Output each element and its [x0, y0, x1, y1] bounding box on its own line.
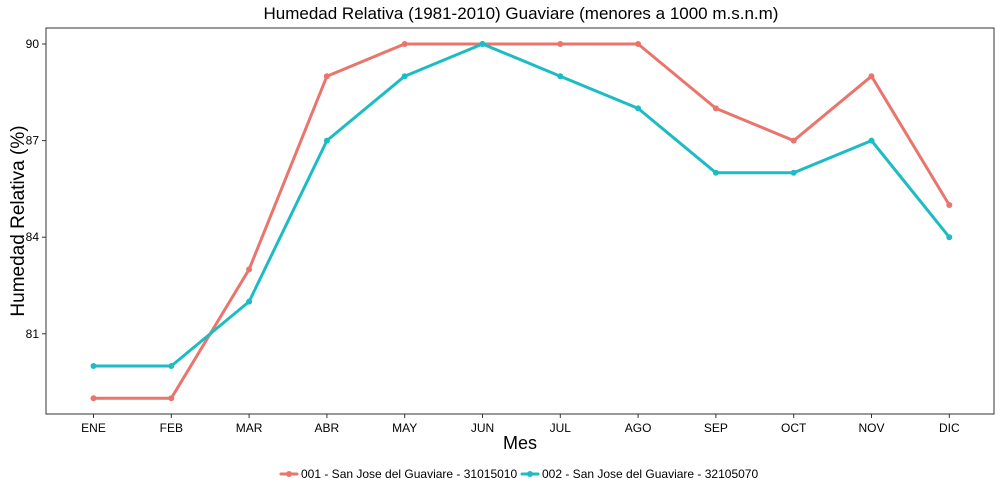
- y-tick-label: 87: [26, 134, 40, 148]
- data-point: [712, 105, 719, 112]
- series-1: [90, 41, 953, 402]
- legend-key-point: [527, 471, 533, 477]
- x-tick-label: AGO: [625, 421, 652, 435]
- series-line: [92, 42, 951, 400]
- legend-label: 002 - San Jose del Guaviare - 32105070: [542, 467, 758, 481]
- y-tick-label: 84: [26, 230, 40, 244]
- x-axis: ENE FEB MAR ABR MAY JUN JUL AGO SEP OCT NOV DIC: [81, 414, 960, 435]
- data-point: [946, 234, 953, 241]
- data-point: [401, 41, 408, 47]
- x-tick-label: DIC: [939, 421, 960, 435]
- data-point: [323, 137, 330, 144]
- data-point: [479, 41, 486, 47]
- legend-key: [279, 471, 299, 477]
- x-tick-label: ENE: [81, 421, 106, 435]
- y-tick-label: 81: [26, 327, 40, 341]
- data-point: [946, 202, 953, 208]
- y-axis: 81 84 87 90: [26, 37, 46, 341]
- x-tick-label: NOV: [858, 421, 884, 435]
- x-tick-label: MAY: [392, 421, 417, 435]
- data-point: [790, 169, 797, 176]
- x-tick-label: FEB: [160, 421, 183, 435]
- y-tick-label: 90: [26, 37, 40, 51]
- data-point: [712, 169, 719, 176]
- x-tick-label: MAR: [236, 421, 263, 435]
- data-point: [868, 137, 875, 144]
- legend-key: [520, 471, 540, 477]
- data-point: [246, 298, 253, 305]
- data-point: [90, 363, 97, 369]
- data-point: [557, 73, 564, 80]
- x-tick-label: OCT: [781, 421, 807, 435]
- legend-key-point: [286, 471, 292, 477]
- x-tick-label: ABR: [315, 421, 340, 435]
- x-axis-title: Mes: [503, 433, 537, 453]
- x-tick-label: JUN: [471, 421, 494, 435]
- data-point: [168, 395, 175, 402]
- series-2: [90, 41, 953, 369]
- legend: 001 - San Jose del Guaviare - 31015010 00…: [279, 467, 758, 481]
- x-tick-label: SEP: [704, 421, 728, 435]
- series-line: [92, 42, 951, 368]
- data-point: [635, 105, 642, 112]
- plot-panel: [45, 27, 995, 415]
- legend-label: 001 - San Jose del Guaviare - 31015010: [301, 467, 517, 481]
- series-layer: [90, 41, 953, 402]
- data-point: [557, 41, 564, 47]
- data-point: [868, 73, 875, 80]
- data-point: [790, 137, 797, 144]
- y-axis-title: Humedad Relativa (%): [8, 125, 29, 316]
- data-point: [323, 73, 330, 80]
- data-point: [635, 41, 642, 47]
- data-point: [246, 266, 253, 273]
- data-point: [168, 363, 175, 369]
- data-point: [401, 73, 408, 80]
- data-point: [90, 395, 97, 402]
- x-tick-label: JUL: [550, 421, 572, 435]
- chart-title: Humedad Relativa (1981-2010) Guaviare (m…: [264, 4, 779, 23]
